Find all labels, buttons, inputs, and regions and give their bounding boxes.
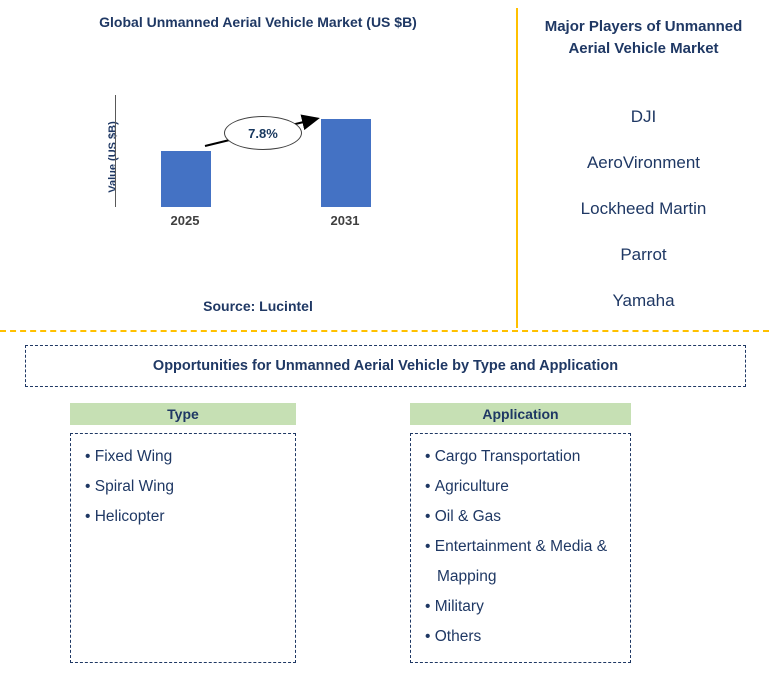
application-item: Oil & Gas [417, 502, 624, 532]
plot-area [115, 95, 455, 207]
x-tick-2025: 2025 [170, 213, 200, 228]
growth-rate-badge: 7.8% [224, 116, 302, 150]
application-item: Entertainment & Media & Mapping [417, 532, 624, 592]
type-list-box: Fixed Wing Spiral Wing Helicopter [70, 433, 296, 663]
bar-2031 [321, 119, 371, 207]
application-item: Others [417, 622, 624, 652]
player-item: Parrot [620, 245, 667, 264]
horizontal-divider [0, 330, 769, 332]
x-tick-2031: 2031 [330, 213, 360, 228]
market-chart-panel: Global Unmanned Aerial Vehicle Market (U… [0, 0, 516, 331]
players-list: DJI AeroVironment Lockheed Martin Parrot… [518, 102, 769, 332]
application-item: Cargo Transportation [417, 442, 624, 472]
source-label: Source: Lucintel [203, 298, 313, 314]
player-item: Yamaha [612, 291, 675, 310]
top-section: Global Unmanned Aerial Vehicle Market (U… [0, 0, 769, 331]
player-item: Lockheed Martin [580, 199, 707, 218]
application-header: Application [410, 403, 631, 425]
opportunities-banner: Opportunities for Unmanned Aerial Vehicl… [25, 345, 746, 387]
player-item: AeroVironment [586, 153, 701, 172]
application-item: Agriculture [417, 472, 624, 502]
application-item: Military [417, 592, 624, 622]
bar-2025 [161, 151, 211, 207]
type-item: Fixed Wing [77, 442, 289, 472]
player-item: DJI [630, 107, 657, 126]
major-players-panel: Major Players of Unmanned Aerial Vehicle… [518, 0, 769, 331]
type-item: Spiral Wing [77, 472, 289, 502]
type-header: Type [70, 403, 296, 425]
players-title: Major Players of Unmanned Aerial Vehicle… [544, 18, 743, 57]
type-item: Helicopter [77, 502, 289, 532]
bar-chart: Value (US $B) 7.8% 2025 2031 [0, 95, 516, 245]
vertical-divider [516, 8, 518, 328]
application-list-box: Cargo Transportation Agriculture Oil & G… [410, 433, 631, 663]
chart-title: Global Unmanned Aerial Vehicle Market (U… [99, 14, 417, 30]
